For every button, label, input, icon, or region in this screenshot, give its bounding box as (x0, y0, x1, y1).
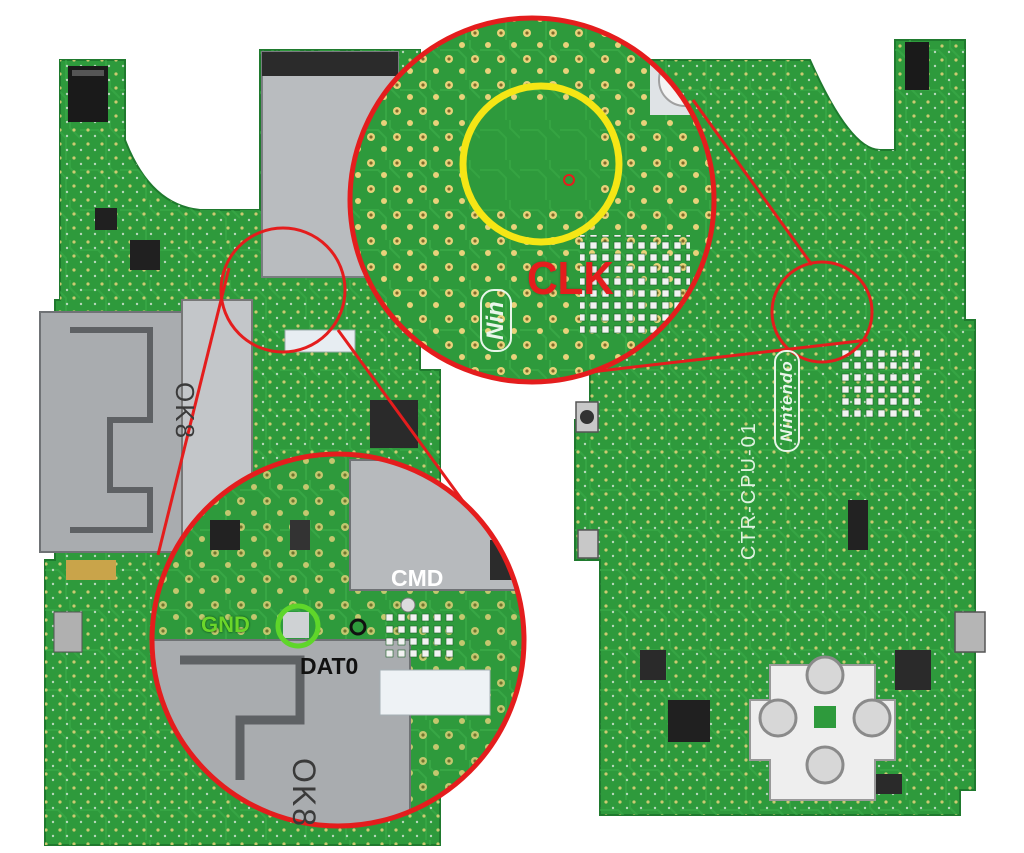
clk-label: CLK (527, 252, 614, 304)
shield-mark: OK8 (170, 382, 200, 441)
shield-mark-zoomed: OK8 (286, 758, 322, 829)
dpad-contacts (749, 655, 896, 801)
gnd-label: GND (201, 612, 250, 637)
nintendo-logo: Nintendo (774, 350, 800, 452)
board-id: CTR-CPU-01 (738, 421, 760, 560)
dat0-label: DAT0 (300, 653, 359, 679)
cmd-label: CMD (391, 565, 444, 591)
data-magnifier (149, 451, 527, 829)
nintendo-logo-zoomed: Nin (480, 289, 512, 352)
